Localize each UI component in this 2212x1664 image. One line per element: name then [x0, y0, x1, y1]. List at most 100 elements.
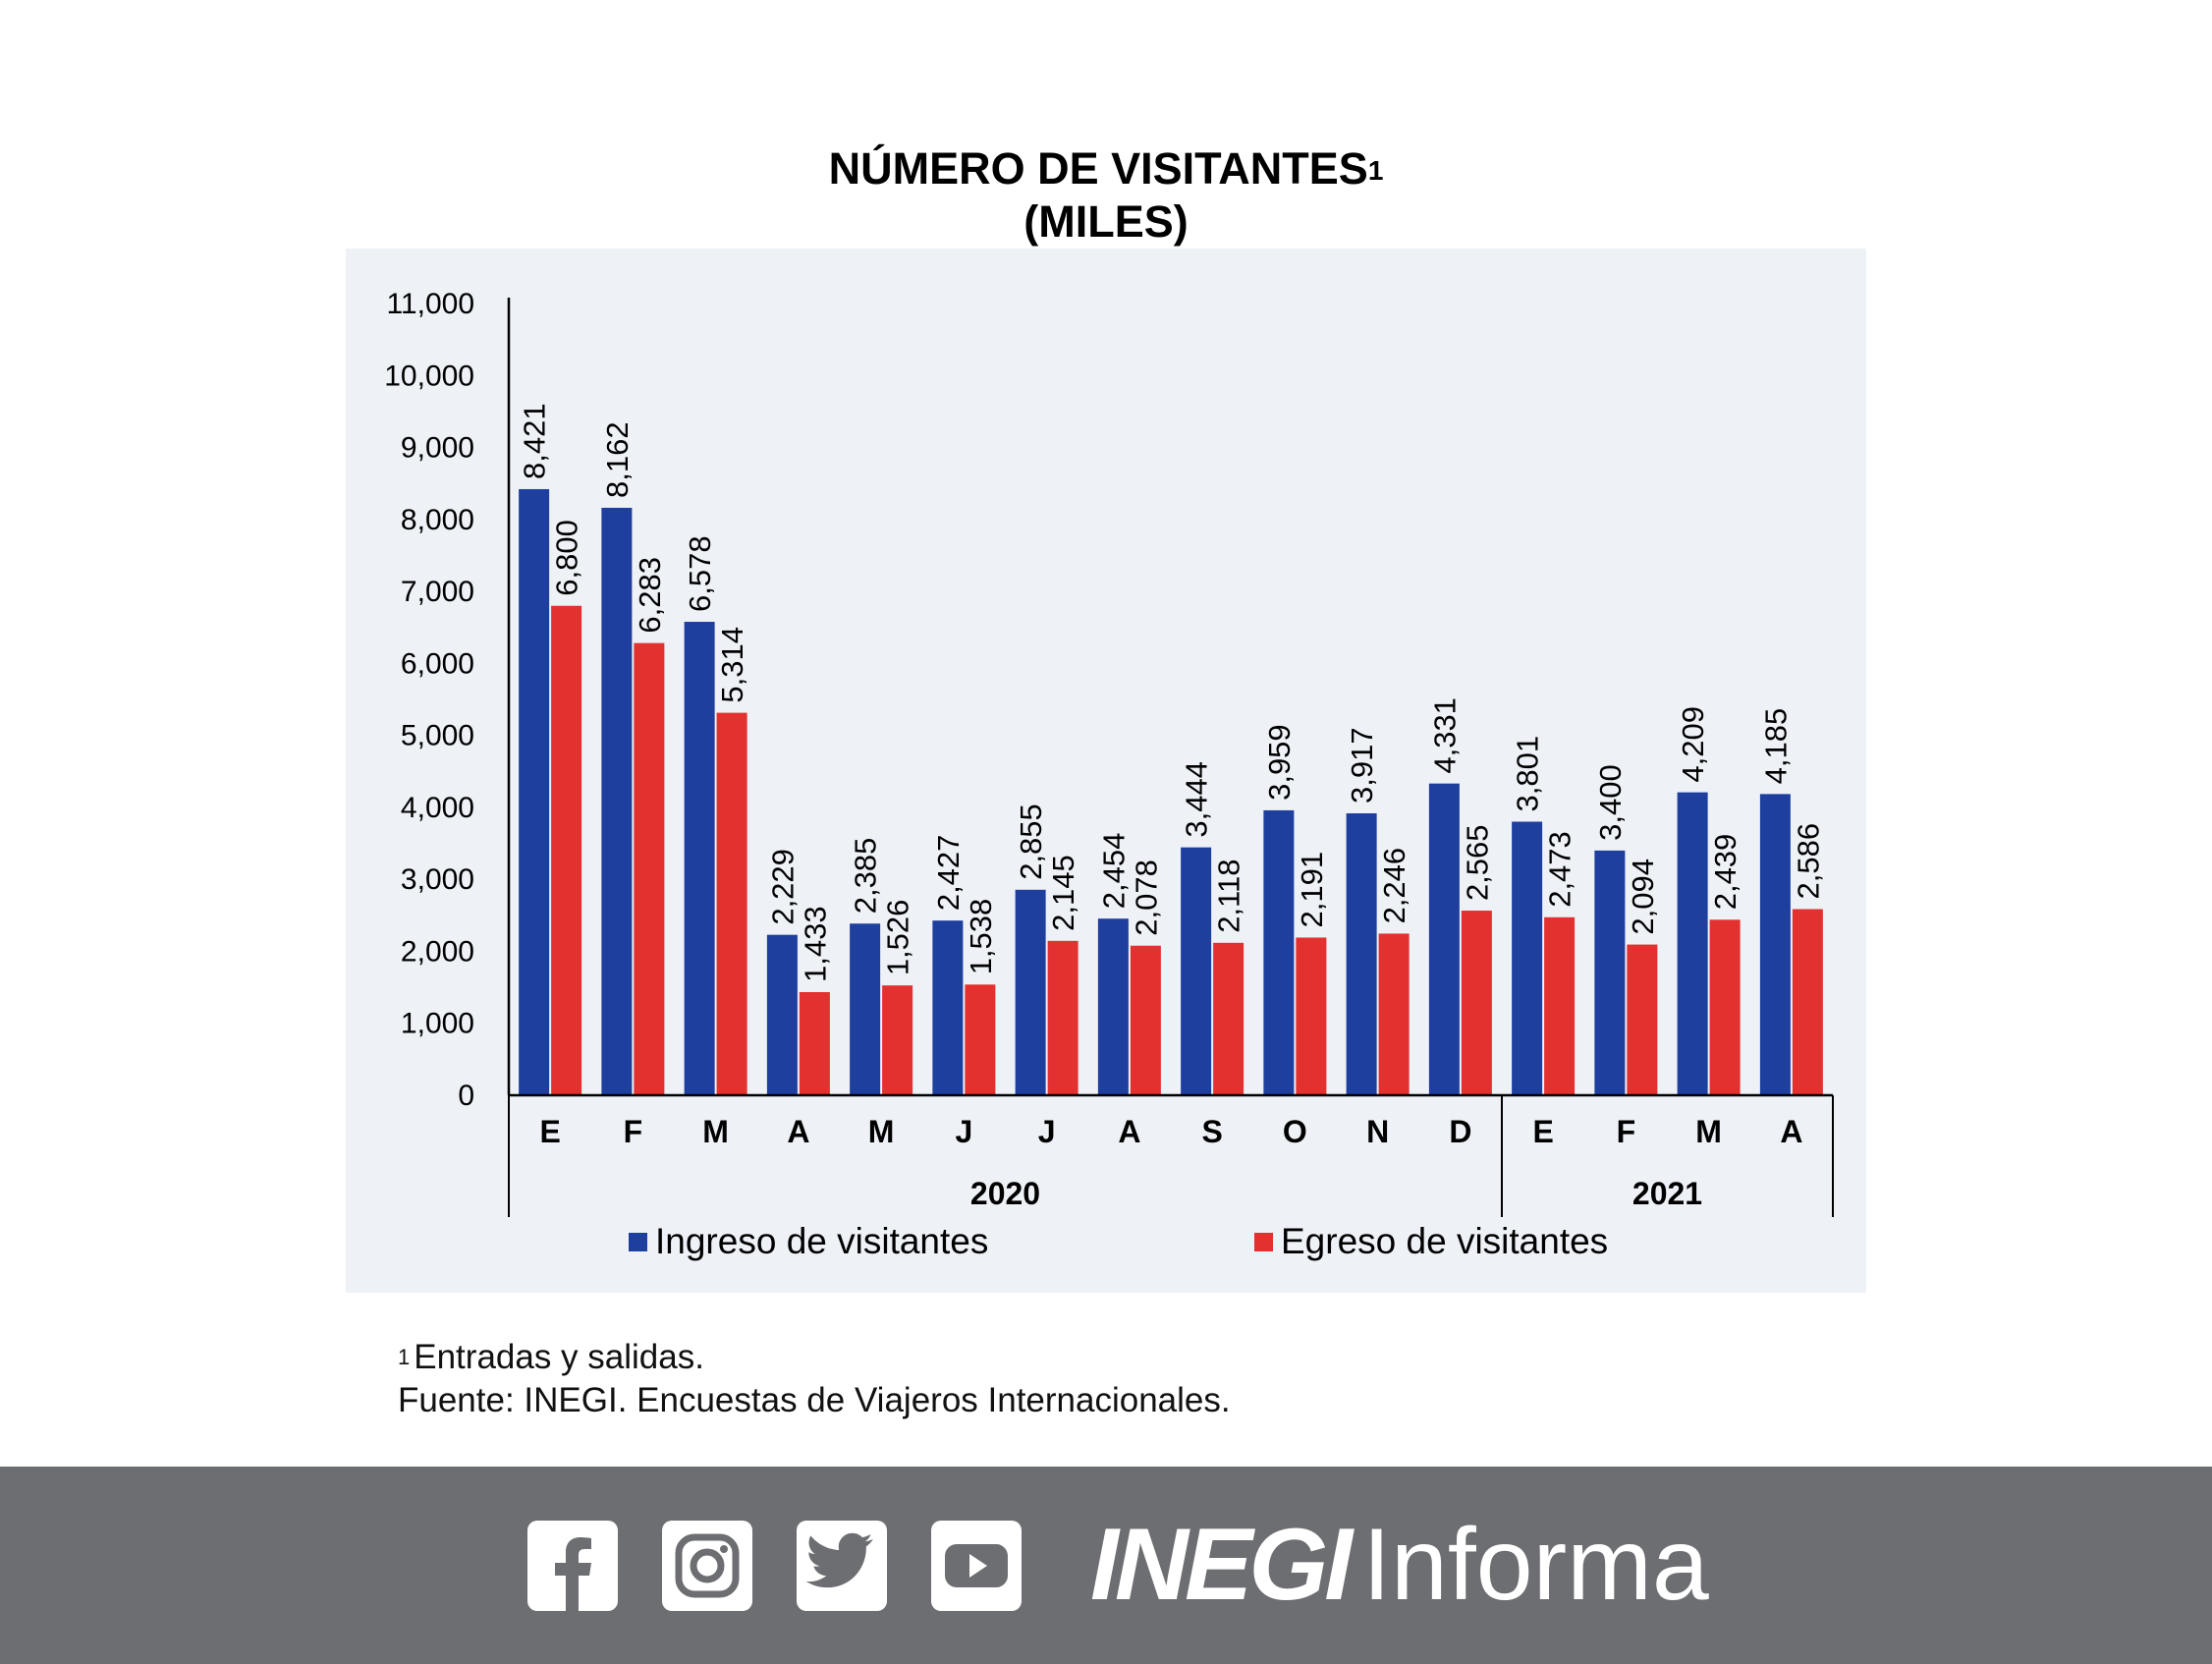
legend-label-egreso: Egreso de visitantes	[1281, 1221, 1609, 1261]
legend-swatch-egreso	[1254, 1232, 1273, 1251]
y-tick-label: 8,000	[401, 504, 474, 536]
bar-chart: 0 1,000 2,000 3,000 4,000 5,000 6,000 7,000 8,00…	[384, 288, 1834, 1217]
data-label-egreso: 2,078	[1129, 860, 1163, 936]
data-label-egreso: 2,191	[1295, 852, 1329, 928]
x-tick-label: M	[868, 1114, 895, 1149]
data-label-ingreso: 3,444	[1180, 761, 1214, 838]
data-label-egreso: 5,314	[715, 627, 749, 703]
bar-egreso	[551, 605, 582, 1095]
data-label-egreso: 1,526	[881, 900, 915, 976]
footer-bar: INEGI Informa	[0, 1467, 2212, 1664]
y-tick-label: 7,000	[401, 576, 474, 608]
bar-ingreso	[519, 488, 550, 1096]
data-label-ingreso: 6,578	[683, 535, 717, 612]
legend-label-ingreso: Ingreso de visitantes	[655, 1221, 989, 1261]
x-tick-label: O	[1283, 1114, 1307, 1149]
data-label-ingreso: 2,229	[765, 849, 800, 925]
bar-egreso	[1130, 945, 1161, 1095]
data-label-ingreso: 4,209	[1676, 706, 1710, 783]
bar-egreso	[1213, 942, 1244, 1095]
data-label-ingreso: 2,855	[1014, 804, 1048, 880]
x-tick-label: E	[1532, 1114, 1553, 1149]
bar-egreso	[1544, 916, 1576, 1095]
data-label-ingreso: 2,385	[849, 838, 883, 915]
y-tick-label: 4,000	[401, 792, 474, 824]
y-tick-label: 1,000	[401, 1008, 474, 1040]
x-tick-label: D	[1449, 1114, 1471, 1149]
y-tick-label: 3,000	[401, 863, 474, 896]
bar-ingreso	[684, 622, 715, 1095]
legend-swatch-ingreso	[629, 1232, 647, 1251]
chart-title-text: NÚMERO DE VISITANTES	[828, 143, 1368, 194]
y-tick-label: 9,000	[401, 432, 474, 465]
y-tick-label: 5,000	[401, 720, 474, 752]
bar-ingreso	[1428, 783, 1460, 1095]
footnote-text: Entradas y salidas.	[414, 1338, 704, 1376]
bar-egreso	[1296, 937, 1327, 1095]
data-label-egreso: 2,473	[1543, 831, 1577, 908]
bar-ingreso	[1594, 850, 1626, 1095]
x-tick-label: E	[539, 1114, 560, 1149]
bar-egreso	[799, 992, 830, 1095]
data-label-ingreso: 8,421	[518, 403, 552, 479]
data-label-ingreso: 3,917	[1345, 727, 1379, 804]
facebook-icon[interactable]	[527, 1521, 618, 1611]
footnote-marker: 1	[398, 1345, 411, 1369]
bar-egreso	[965, 984, 996, 1095]
footnote: 1 Entradas y salidas. Fuente: INEGI. Encu…	[398, 1336, 1231, 1422]
bar-ingreso	[766, 934, 798, 1095]
data-label-egreso: 1,433	[798, 906, 832, 982]
data-label-egreso: 2,246	[1377, 848, 1411, 924]
chart-subtitle: (MILES)	[1023, 196, 1189, 247]
youtube-icon[interactable]	[931, 1521, 1022, 1611]
brand-informa: Informa	[1362, 1508, 1709, 1622]
bar-ingreso	[932, 920, 964, 1095]
data-label-ingreso: 2,454	[1096, 833, 1131, 910]
bar-egreso	[1709, 919, 1741, 1095]
data-label-egreso: 2,094	[1626, 859, 1660, 935]
bar-ingreso	[850, 923, 881, 1095]
data-label-ingreso: 3,400	[1593, 764, 1628, 841]
bar-ingreso	[1263, 809, 1295, 1095]
x-group-label: 2020	[970, 1176, 1040, 1211]
twitter-icon[interactable]	[797, 1521, 887, 1611]
x-tick-label: A	[1780, 1114, 1802, 1149]
y-tick-label: 6,000	[401, 647, 474, 680]
data-label-ingreso: 4,185	[1758, 708, 1793, 785]
y-tick-label: 0	[458, 1080, 474, 1112]
brand-inegi: INEGI	[1090, 1508, 1353, 1622]
y-tick-label: 2,000	[401, 935, 474, 968]
chart-title: NÚMERO DE VISITANTES1 (MILES)	[0, 142, 2212, 249]
bar-ingreso	[1759, 794, 1791, 1095]
x-tick-label: S	[1201, 1114, 1222, 1149]
data-label-egreso: 6,283	[633, 557, 667, 634]
bar-egreso	[634, 642, 665, 1095]
x-tick-label: J	[1038, 1114, 1056, 1149]
x-tick-label: M	[702, 1114, 729, 1149]
bar-ingreso	[1677, 792, 1708, 1095]
x-tick-label: J	[955, 1114, 972, 1149]
instagram-icon[interactable]	[662, 1521, 752, 1611]
x-tick-label: F	[624, 1114, 643, 1149]
data-label-egreso: 2,565	[1460, 824, 1494, 901]
x-tick-label: N	[1366, 1114, 1389, 1149]
data-label-ingreso: 3,801	[1511, 736, 1545, 812]
bar-ingreso	[1015, 889, 1046, 1095]
data-label-ingreso: 4,331	[1427, 697, 1462, 774]
data-label-ingreso: 3,959	[1262, 724, 1297, 801]
bar-egreso	[1461, 911, 1492, 1095]
x-group-label: 2021	[1632, 1176, 1702, 1211]
bar-egreso	[882, 985, 913, 1095]
bar-egreso	[716, 712, 747, 1095]
chart-panel: 0 1,000 2,000 3,000 4,000 5,000 6,000 7,000 8,00…	[346, 249, 1866, 1293]
data-label-ingreso: 2,427	[931, 835, 966, 912]
bar-ingreso	[1346, 812, 1377, 1095]
bar-egreso	[1792, 909, 1823, 1095]
data-label-egreso: 6,800	[550, 520, 584, 596]
data-label-ingreso: 8,162	[600, 421, 635, 498]
bar-egreso	[1627, 944, 1658, 1095]
bar-egreso	[1047, 940, 1078, 1095]
y-tick-label: 10,000	[384, 360, 474, 392]
inegi-informa-logo: INEGI Informa	[1090, 1511, 1709, 1619]
x-tick-label: M	[1695, 1114, 1722, 1149]
